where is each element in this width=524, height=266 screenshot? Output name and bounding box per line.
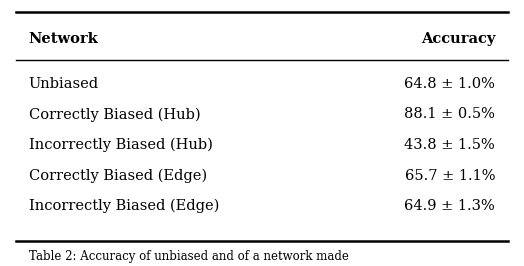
Text: Network: Network [29,32,99,45]
Text: Unbiased: Unbiased [29,77,99,91]
Text: Correctly Biased (Edge): Correctly Biased (Edge) [29,168,207,183]
Text: Table 2: Accuracy of unbiased and of a network made: Table 2: Accuracy of unbiased and of a n… [29,250,348,263]
Text: 88.1 ± 0.5%: 88.1 ± 0.5% [405,107,495,121]
Text: 65.7 ± 1.1%: 65.7 ± 1.1% [405,169,495,182]
Text: 43.8 ± 1.5%: 43.8 ± 1.5% [405,138,495,152]
Text: Incorrectly Biased (Edge): Incorrectly Biased (Edge) [29,199,219,213]
Text: 64.8 ± 1.0%: 64.8 ± 1.0% [405,77,495,91]
Text: Accuracy: Accuracy [421,32,495,45]
Text: 64.9 ± 1.3%: 64.9 ± 1.3% [405,199,495,213]
Text: Incorrectly Biased (Hub): Incorrectly Biased (Hub) [29,138,213,152]
Text: Correctly Biased (Hub): Correctly Biased (Hub) [29,107,201,122]
